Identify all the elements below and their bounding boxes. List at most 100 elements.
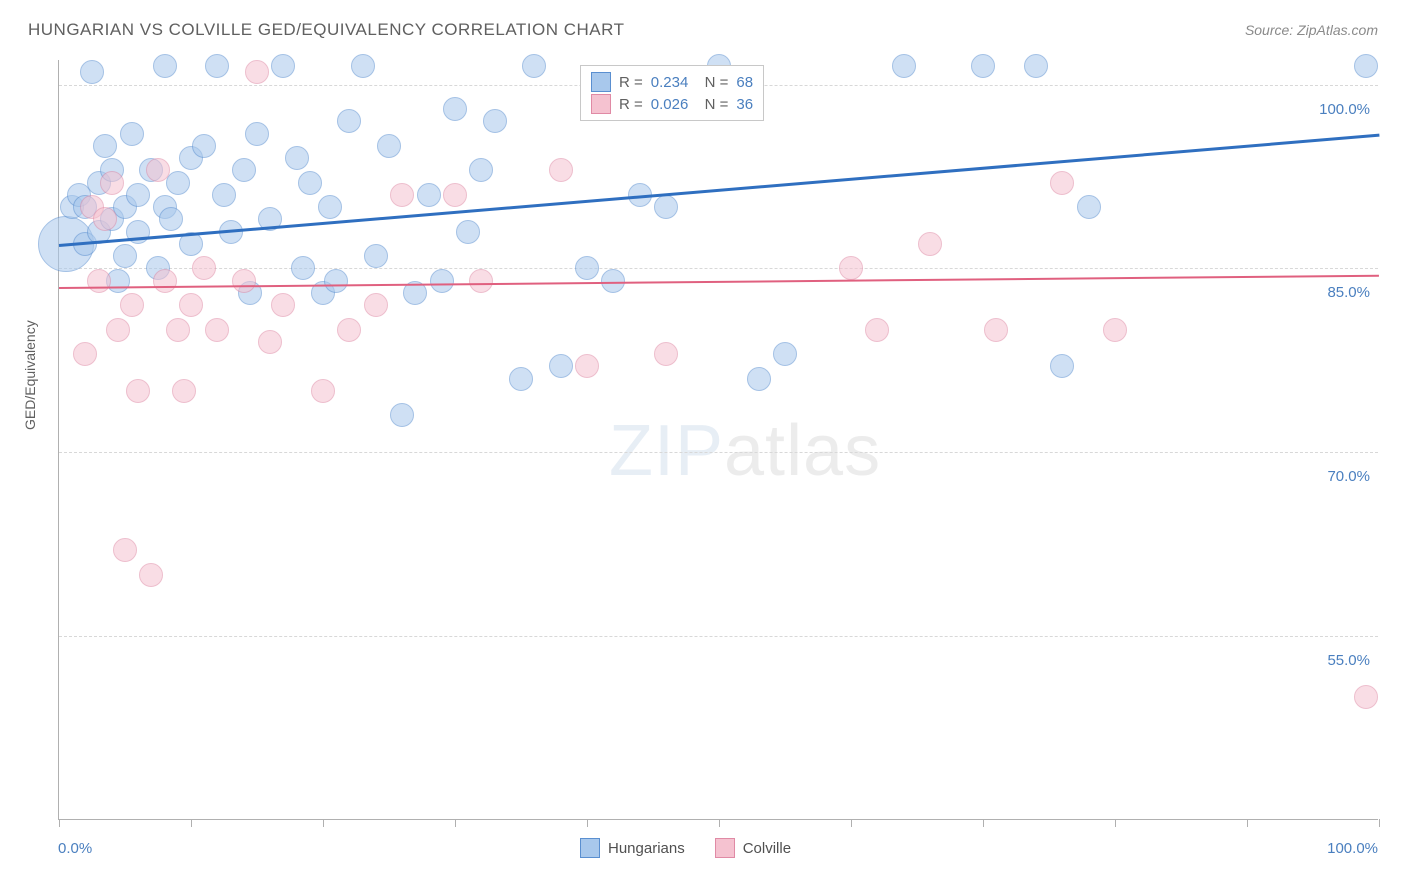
x-tick <box>851 819 852 827</box>
x-tick <box>983 819 984 827</box>
scatter-point <box>1050 171 1074 195</box>
scatter-point <box>120 293 144 317</box>
x-tick <box>587 819 588 827</box>
stat-label: R = <box>619 96 643 113</box>
x-tick <box>191 819 192 827</box>
scatter-point <box>469 158 493 182</box>
scatter-point <box>377 134 401 158</box>
scatter-point <box>1050 354 1074 378</box>
scatter-point <box>172 379 196 403</box>
scatter-point <box>146 158 170 182</box>
scatter-point <box>364 244 388 268</box>
scatter-point <box>271 54 295 78</box>
scatter-point <box>93 134 117 158</box>
x-max-label: 100.0% <box>1327 840 1378 857</box>
stat-label: N = <box>696 96 728 113</box>
x-tick <box>59 819 60 827</box>
legend-label: Colville <box>743 840 791 857</box>
scatter-point <box>483 109 507 133</box>
scatter-point <box>364 293 388 317</box>
scatter-point <box>324 269 348 293</box>
scatter-point <box>311 379 335 403</box>
scatter-point <box>179 293 203 317</box>
scatter-point <box>417 183 441 207</box>
scatter-point <box>87 269 111 293</box>
scatter-point <box>126 183 150 207</box>
stat-n-value: 68 <box>736 74 753 91</box>
x-tick <box>1379 819 1380 827</box>
scatter-point <box>159 207 183 231</box>
scatter-point <box>509 367 533 391</box>
trendline <box>59 275 1379 289</box>
scatter-point <box>522 54 546 78</box>
x-tick <box>323 819 324 827</box>
x-tick <box>719 819 720 827</box>
scatter-point <box>258 330 282 354</box>
stat-label: R = <box>619 74 643 91</box>
scatter-point <box>443 183 467 207</box>
scatter-point <box>113 244 137 268</box>
scatter-point <box>456 220 480 244</box>
x-tick <box>1115 819 1116 827</box>
stats-legend-box: R = 0.234 N = 68 R = 0.026 N = 36 <box>580 65 764 121</box>
scatter-point <box>575 354 599 378</box>
scatter-point <box>469 269 493 293</box>
scatter-point <box>549 158 573 182</box>
scatter-point <box>100 171 124 195</box>
y-tick-label: 100.0% <box>1319 101 1370 118</box>
scatter-point <box>232 269 256 293</box>
legend-item: Hungarians <box>580 838 685 858</box>
stat-r-value: 0.234 <box>651 74 689 91</box>
y-tick-label: 55.0% <box>1327 652 1370 669</box>
scatter-point <box>245 60 269 84</box>
legend-item: Colville <box>715 838 791 858</box>
plot-area: ZIPatlas 55.0%70.0%85.0%100.0% <box>58 60 1378 820</box>
series-swatch <box>580 838 600 858</box>
scatter-point <box>337 109 361 133</box>
scatter-point <box>747 367 771 391</box>
scatter-point <box>918 232 942 256</box>
watermark-thin: atlas <box>724 411 881 491</box>
scatter-point <box>271 293 295 317</box>
stats-row: R = 0.026 N = 36 <box>591 94 753 114</box>
scatter-point <box>549 354 573 378</box>
scatter-point <box>205 318 229 342</box>
scatter-point <box>73 342 97 366</box>
scatter-point <box>865 318 889 342</box>
scatter-point <box>1354 685 1378 709</box>
scatter-point <box>1077 195 1101 219</box>
scatter-point <box>139 563 163 587</box>
scatter-point <box>113 538 137 562</box>
x-min-label: 0.0% <box>58 840 92 857</box>
scatter-point <box>971 54 995 78</box>
scatter-point <box>120 122 144 146</box>
scatter-point <box>106 318 130 342</box>
watermark-bold: ZIP <box>609 411 724 491</box>
scatter-point <box>892 54 916 78</box>
scatter-point <box>153 54 177 78</box>
scatter-point <box>166 318 190 342</box>
scatter-point <box>291 256 315 280</box>
series-swatch <box>591 94 611 114</box>
scatter-point <box>205 54 229 78</box>
scatter-point <box>1103 318 1127 342</box>
gridline <box>59 636 1378 637</box>
legend-label: Hungarians <box>608 840 685 857</box>
scatter-point <box>654 195 678 219</box>
y-axis-label: GED/Equivalency <box>22 320 38 430</box>
gridline <box>59 268 1378 269</box>
y-tick-label: 70.0% <box>1327 468 1370 485</box>
chart-title: HUNGARIAN VS COLVILLE GED/EQUIVALENCY CO… <box>28 20 625 40</box>
scatter-point <box>166 171 190 195</box>
scatter-point <box>93 207 117 231</box>
x-tick <box>1247 819 1248 827</box>
stat-label: N = <box>696 74 728 91</box>
x-axis-legend: Hungarians Colville <box>580 838 791 858</box>
scatter-point <box>1354 54 1378 78</box>
scatter-point <box>285 146 309 170</box>
scatter-point <box>654 342 678 366</box>
scatter-point <box>443 97 467 121</box>
series-swatch <box>591 72 611 92</box>
scatter-point <box>192 134 216 158</box>
scatter-point <box>298 171 322 195</box>
